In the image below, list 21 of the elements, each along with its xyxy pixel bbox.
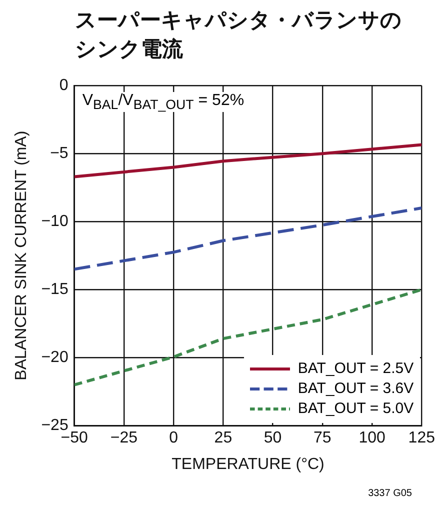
x-tick-label: 75 <box>314 430 332 447</box>
legend-label: BAT_OUT = 3.6V <box>298 380 414 398</box>
chart-title: スーパーキャパシタ・バランサのシンク電流 <box>75 7 403 63</box>
line-series <box>74 206 422 271</box>
x-tick-label: 25 <box>214 430 232 447</box>
x-tick-label: 100 <box>358 430 386 447</box>
x-tick-label: 50 <box>264 430 282 447</box>
y-tick-label: 0 <box>59 77 68 94</box>
y-tick-label: −20 <box>41 349 68 366</box>
y-axis-title: BALANCER SINK CURRENT (mA) <box>13 130 30 380</box>
x-tick-label: 0 <box>169 430 178 447</box>
x-axis-title: TEMPERATURE (°C) <box>172 456 324 473</box>
legend-label: BAT_OUT = 5.0V <box>298 400 414 418</box>
x-tick-label: 125 <box>408 430 436 447</box>
legend-label: BAT_OUT = 2.5V <box>298 360 414 378</box>
text: 3337 G05 <box>368 488 412 499</box>
y-tick-label: −5 <box>50 145 68 162</box>
y-tick-label: −10 <box>41 213 68 230</box>
y-tick-label: −15 <box>41 281 68 298</box>
x-tick-label: −25 <box>110 430 138 447</box>
annotation: V$_{BAL}$/V$_{BAT_OUT}$ = 52% <box>78 92 248 112</box>
